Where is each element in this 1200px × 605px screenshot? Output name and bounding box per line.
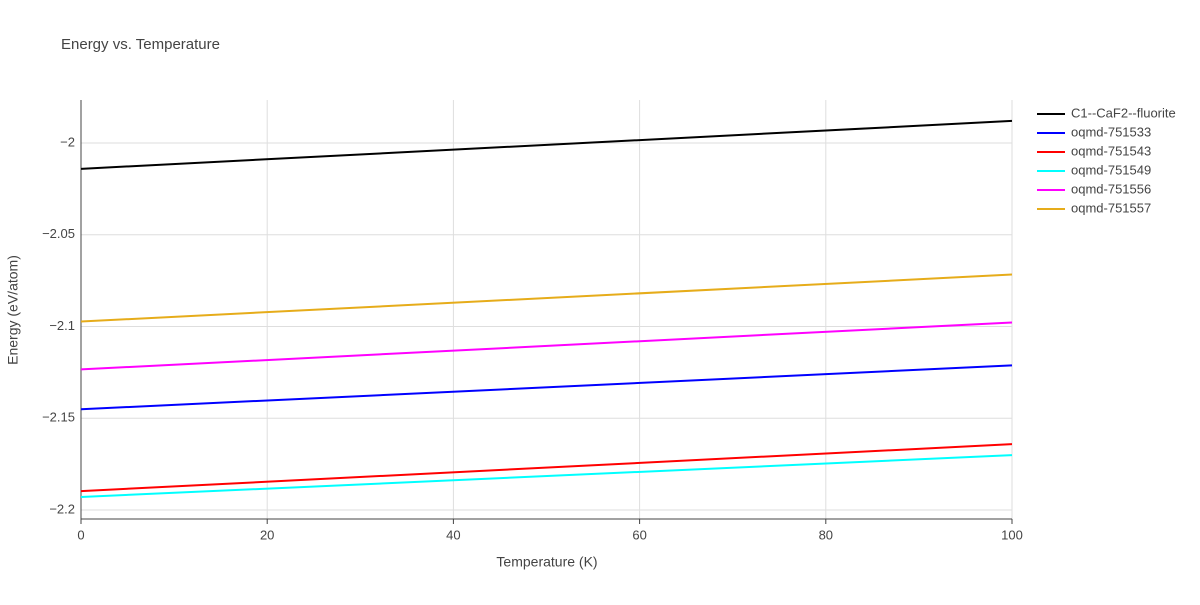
legend-label: oqmd-751557 xyxy=(1071,200,1151,215)
series-line xyxy=(80,454,1013,498)
y-axis-label: Energy (eV/atom) xyxy=(5,255,21,365)
series-line xyxy=(80,273,1013,323)
series-line xyxy=(80,364,1013,411)
legend-label: C1--CaF2--fluorite xyxy=(1071,105,1176,120)
chart-title: Energy vs. Temperature xyxy=(61,36,220,53)
y-tick-label: −2.15 xyxy=(42,410,75,425)
y-tick-label: −2.2 xyxy=(49,501,75,516)
series-line xyxy=(80,443,1013,493)
legend-label: oqmd-751543 xyxy=(1071,143,1151,158)
x-tick-label: 100 xyxy=(1001,527,1023,542)
legend-label: oqmd-751556 xyxy=(1071,181,1151,196)
y-tick-label: −2.05 xyxy=(42,226,75,241)
series-line xyxy=(80,321,1013,371)
y-tick-label: −2.1 xyxy=(49,318,75,333)
series-line xyxy=(80,119,1013,170)
x-tick-label: 20 xyxy=(260,527,274,542)
x-axis-label: Temperature (K) xyxy=(496,554,597,570)
x-tick-label: 60 xyxy=(632,527,646,542)
legend-label: oqmd-751533 xyxy=(1071,124,1151,139)
x-tick-label: 40 xyxy=(446,527,460,542)
legend-label: oqmd-751549 xyxy=(1071,162,1151,177)
y-tick-label: −2 xyxy=(60,134,75,149)
x-tick-label: 0 xyxy=(77,527,84,542)
x-tick-label: 80 xyxy=(819,527,833,542)
